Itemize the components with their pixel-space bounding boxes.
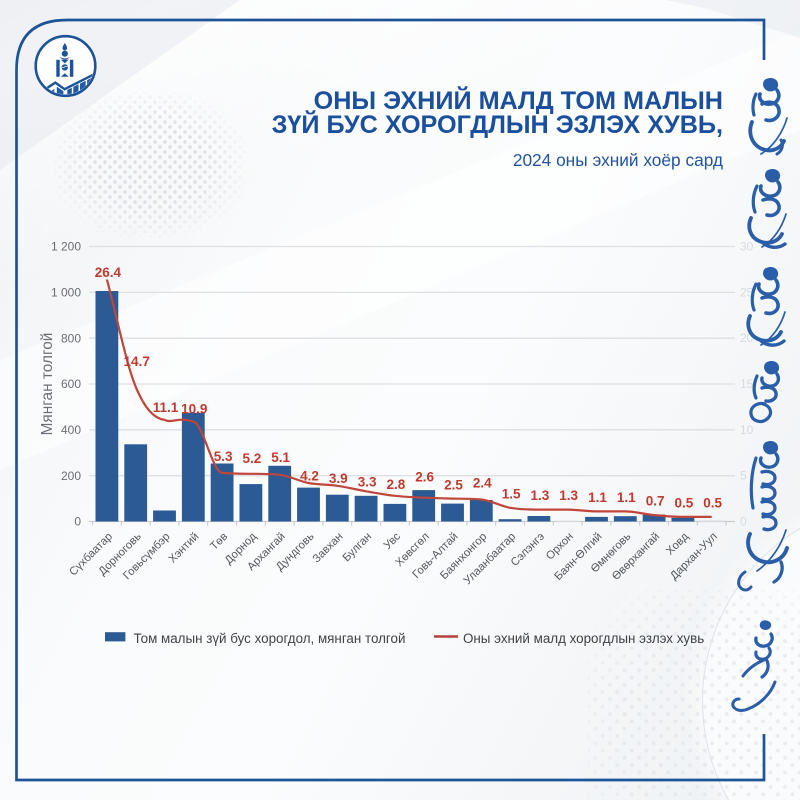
svg-text:Хэнтий: Хэнтий [167,531,202,566]
svg-text:Оны эхний малд хорогдлын эзлэх: Оны эхний малд хорогдлын эзлэх хувь [463,631,704,646]
svg-text:1 200: 1 200 [51,240,81,254]
svg-text:2.5: 2.5 [444,478,463,493]
svg-text:Том малын зүй бус хорогдол, мя: Том малын зүй бус хорогдол, мянган толго… [134,631,406,646]
svg-text:10.9: 10.9 [181,402,207,417]
svg-text:0.7: 0.7 [646,494,665,509]
svg-text:14.7: 14.7 [124,354,150,369]
svg-text:11.1: 11.1 [153,400,179,415]
svg-text:0: 0 [74,515,81,529]
svg-text:3.3: 3.3 [358,474,377,489]
svg-text:2.6: 2.6 [415,470,434,485]
svg-text:200: 200 [61,469,81,483]
svg-text:1.3: 1.3 [559,488,578,503]
svg-text:1 000: 1 000 [51,286,81,300]
svg-text:25: 25 [740,285,754,299]
svg-text:1.3: 1.3 [531,488,550,503]
svg-text:15: 15 [740,377,754,391]
svg-text:30: 30 [740,240,754,254]
svg-text:400: 400 [61,423,81,437]
svg-text:Увс: Увс [382,530,404,552]
svg-text:26.4: 26.4 [95,265,122,280]
svg-text:0.5: 0.5 [703,495,722,510]
svg-text:Мянган толгой: Мянган толгой [39,333,56,436]
svg-text:5.3: 5.3 [214,449,233,464]
svg-text:5.2: 5.2 [243,451,262,466]
svg-text:1.1: 1.1 [617,490,636,505]
svg-text:800: 800 [61,331,81,345]
svg-text:5.1: 5.1 [271,450,290,465]
svg-text:Төв: Төв [208,531,230,553]
svg-text:3.9: 3.9 [329,471,348,486]
svg-text:10: 10 [740,423,754,437]
svg-text:4.2: 4.2 [300,469,319,484]
svg-text:2.8: 2.8 [387,477,406,492]
svg-text:5: 5 [740,469,747,483]
svg-text:2.4: 2.4 [473,476,492,491]
svg-text:600: 600 [61,377,81,391]
svg-text:0: 0 [740,515,747,529]
svg-text:0.5: 0.5 [675,495,694,510]
svg-text:Булган: Булган [341,531,375,565]
svg-text:1.5: 1.5 [502,486,521,501]
svg-text:1.1: 1.1 [588,490,607,505]
svg-text:Завхан: Завхан [311,531,346,566]
